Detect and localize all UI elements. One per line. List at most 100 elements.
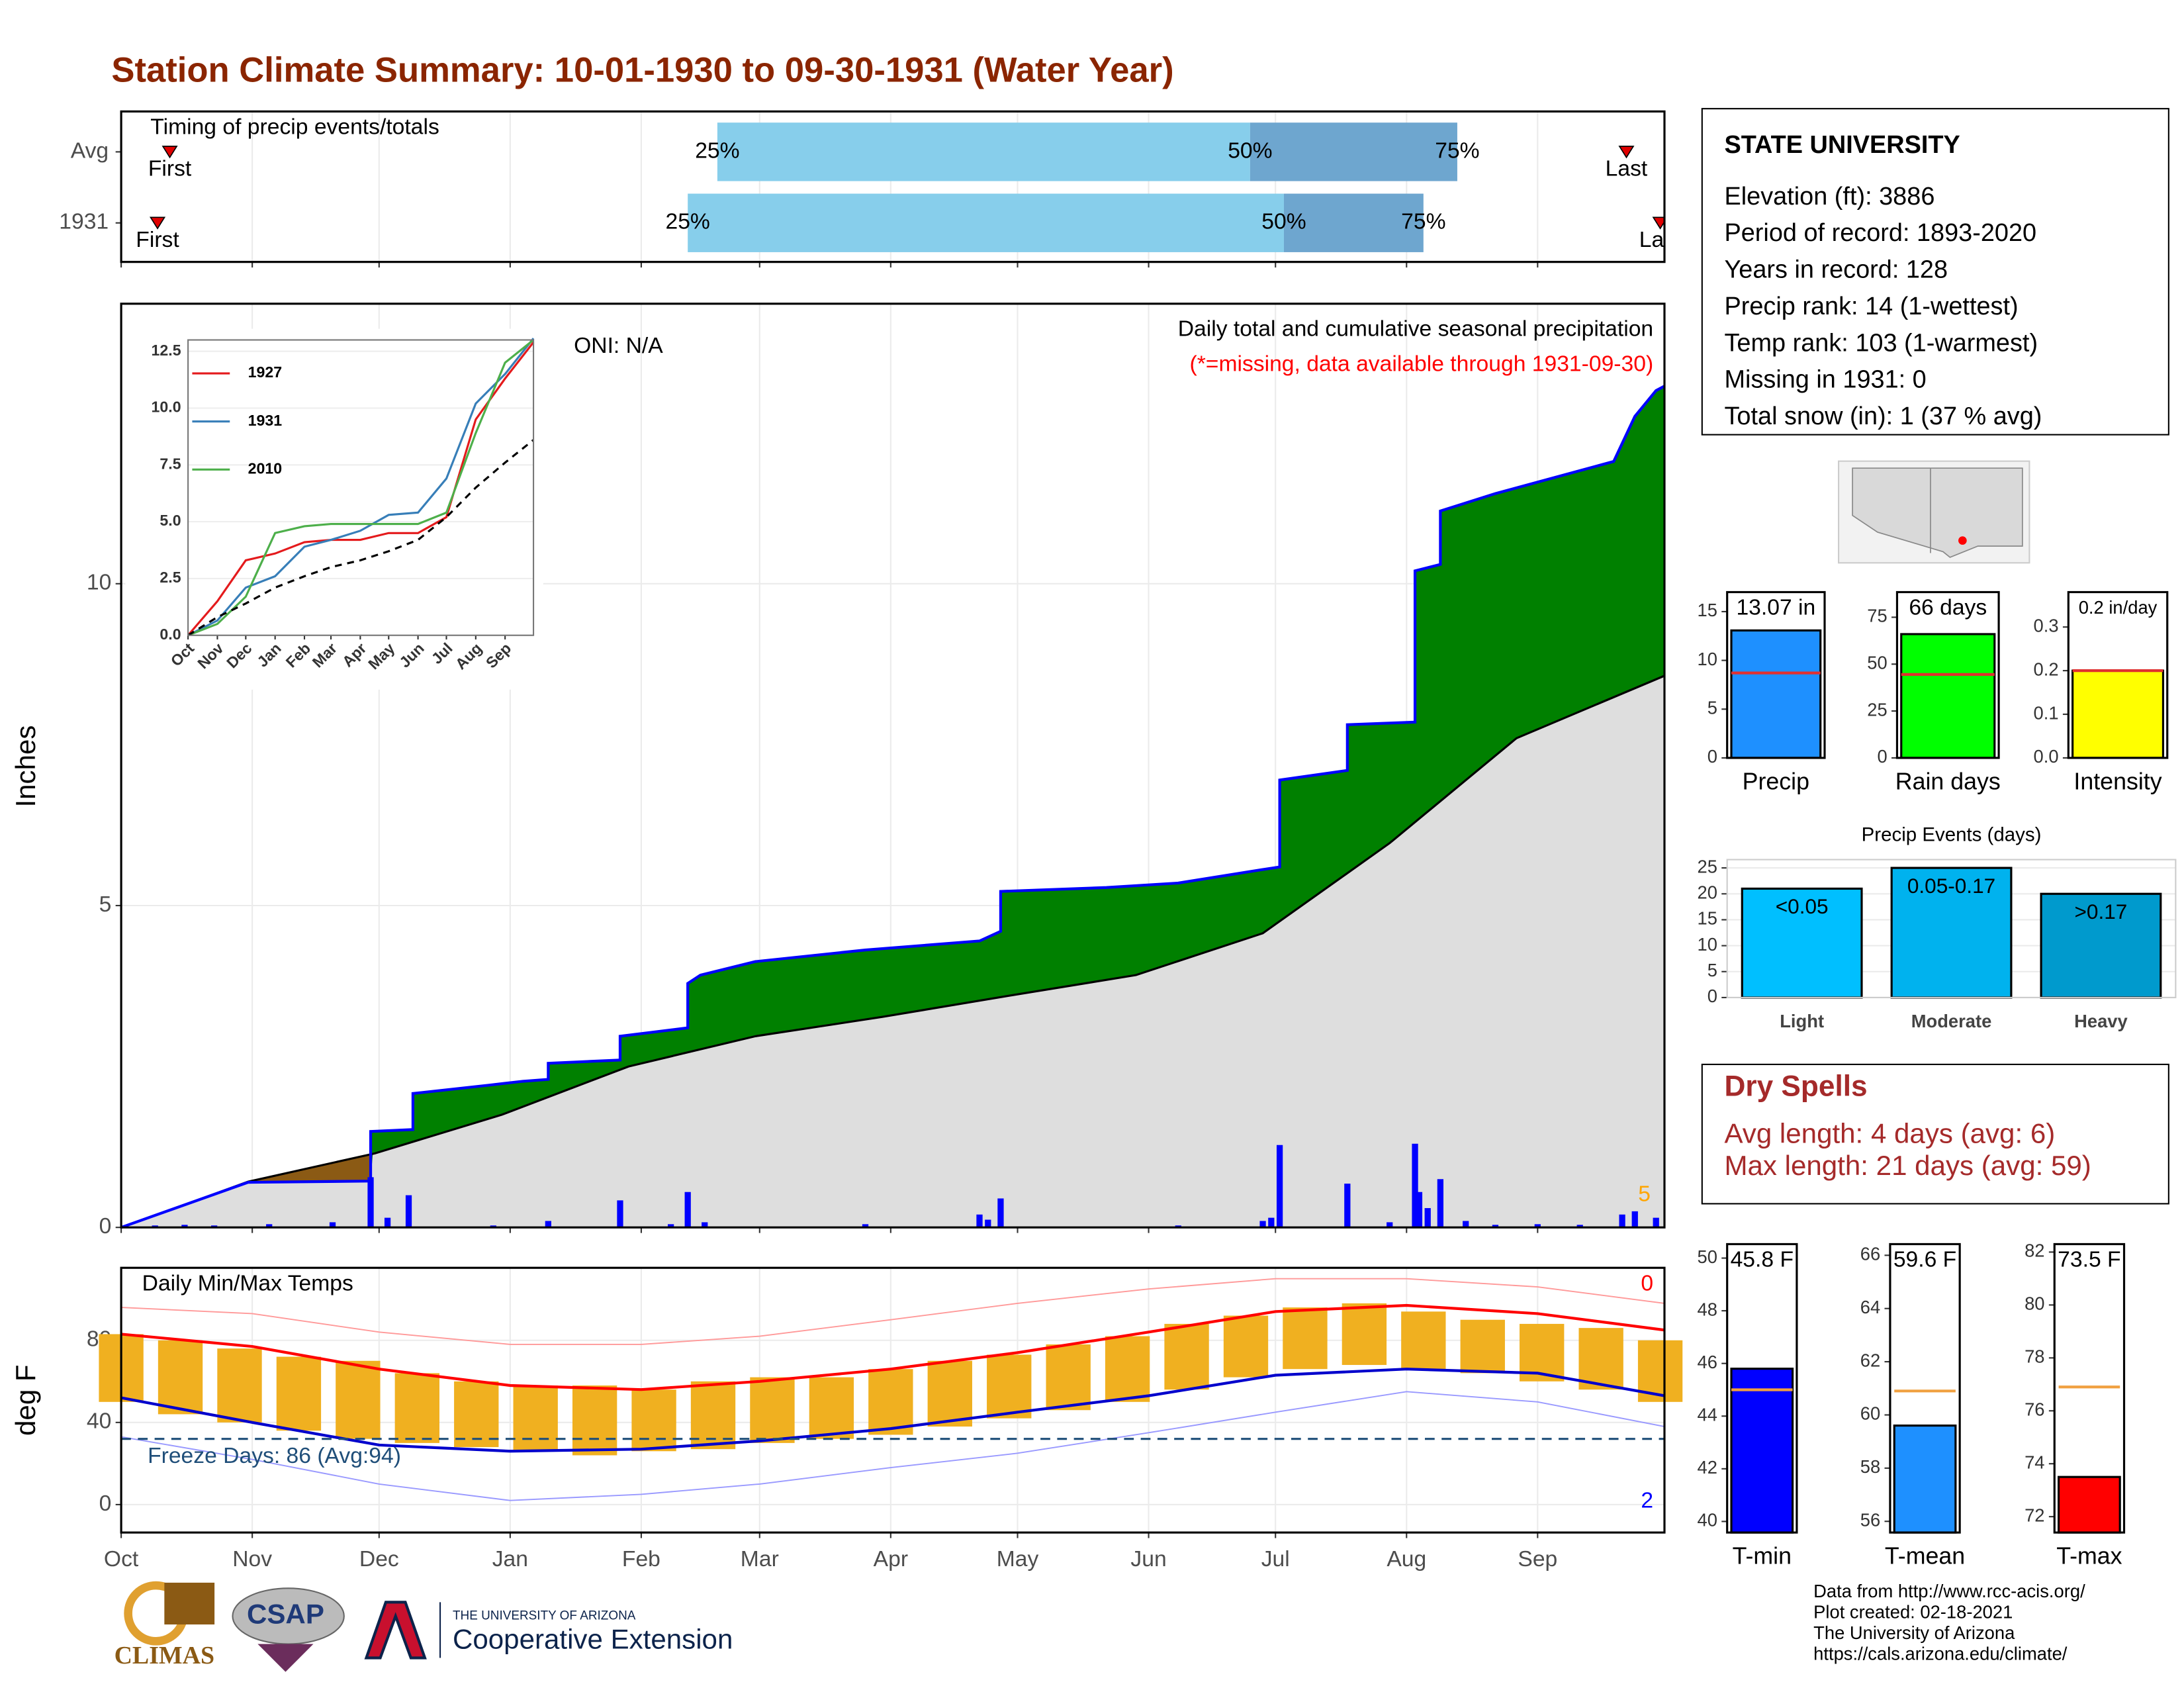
panel-border [2067, 590, 2169, 759]
daily-precip-bar [617, 1200, 623, 1228]
daily-precip-bar [1276, 1145, 1283, 1228]
info-line: Precip rank: 14 (1-wettest) [1724, 293, 2018, 320]
normal-min-line [120, 1368, 1665, 1453]
y-tick-label: 50 [1698, 1246, 1717, 1267]
y-tick-label: 0 [1878, 746, 1888, 767]
value-label: 0.2 in/day [2079, 597, 2158, 618]
y-tick-label: 64 [1860, 1297, 1880, 1317]
daily-temp-bar [1223, 1315, 1269, 1378]
daily-precip-bar [997, 1198, 1004, 1228]
daily-precip-bar [1576, 1225, 1583, 1228]
daily-precip-bar [1534, 1224, 1541, 1228]
y-tick-label: 0.2 [2034, 659, 2059, 679]
bar [1890, 867, 2013, 999]
y-axis-label: Inches [10, 726, 41, 808]
timing-label: 75% [1401, 210, 1445, 234]
inset-background [125, 328, 543, 690]
timing-label: First [148, 157, 192, 181]
legend-label: 1927 [248, 363, 282, 381]
x-tick-label: Aug [1387, 1547, 1426, 1571]
footer-line: Plot created: 02-18-2021 [1813, 1601, 2013, 1622]
legend-label: 2010 [248, 459, 282, 477]
station-dot [1958, 536, 1967, 545]
bar [1900, 633, 1996, 759]
panel-border [2053, 1243, 2126, 1534]
y-tick-label: 78 [2025, 1346, 2044, 1367]
y-tick-label: 10 [87, 571, 111, 595]
ua-logo-text: Cooperative Extension [453, 1623, 733, 1654]
value-label: 45.8 F [1731, 1248, 1794, 1272]
y-tick-label: 12.5 [152, 342, 181, 359]
daily-temp-bar [454, 1381, 499, 1448]
daily-precip-bar [1437, 1179, 1444, 1228]
daily-precip-bar [1619, 1214, 1625, 1228]
y-tick-label: 56 [1860, 1509, 1880, 1530]
daily-temp-bar [1342, 1303, 1387, 1365]
daily-precip-bar [1268, 1217, 1275, 1228]
panel-border [120, 1266, 1666, 1534]
dry-spells-line: Max length: 21 days (avg: 59) [1724, 1150, 2091, 1181]
x-tick-label: Mar [741, 1547, 779, 1571]
daily-temp-bar [1401, 1311, 1446, 1370]
value-label: 59.6 F [1893, 1248, 1956, 1272]
timing-marker [150, 216, 166, 230]
footer-line: Data from http://www.rcc-acis.org/ [1813, 1581, 2085, 1601]
timing-label: 75% [1435, 138, 1479, 163]
x-tick-label: Precip [1743, 768, 1809, 794]
temp-title: Daily Min/Max Temps [142, 1271, 353, 1295]
x-tick-label: Light [1780, 1011, 1824, 1031]
y-tick-label: 76 [2025, 1399, 2044, 1419]
daily-precip-bar [384, 1217, 391, 1228]
y-tick-label: 0.0 [159, 626, 181, 643]
bar [1741, 887, 1863, 999]
x-tick-label: May [997, 1547, 1039, 1571]
station-name: STATE UNIVERSITY [1724, 131, 1960, 159]
map-region [1852, 467, 2023, 558]
y-tick-label: 44 [1698, 1404, 1717, 1425]
dry-spells-title: Dry Spells [1724, 1070, 1867, 1102]
y-tick-label: 5 [1707, 698, 1717, 718]
daily-temp-bar [1046, 1344, 1091, 1411]
daily-precip-bar [1653, 1217, 1659, 1228]
bar [1730, 1368, 1794, 1534]
daily-precip-bar [862, 1224, 869, 1228]
x-tick-label: Oct [104, 1547, 139, 1571]
y-tick-label: 40 [1698, 1510, 1717, 1530]
y-tick-label: 0 [99, 1214, 112, 1239]
footer-line: https://cals.arizona.edu/climate/ [1813, 1644, 2068, 1664]
y-tick-label: 0.3 [2034, 615, 2059, 635]
y-tick-label: 80 [2025, 1293, 2044, 1314]
timing-label: 25% [695, 138, 739, 163]
y-tick-label: 40 [87, 1409, 111, 1434]
value-label: 73.5 F [2058, 1248, 2120, 1272]
x-tick-label: Feb [622, 1547, 660, 1571]
x-tick-label: Jan [492, 1547, 528, 1571]
y-tick-label: 48 [1698, 1299, 1717, 1319]
y-tick-label: 1931 [59, 210, 109, 234]
inset-border [187, 339, 535, 636]
daily-temp-bar [927, 1360, 972, 1427]
x-tick-label: Intensity [2073, 768, 2161, 794]
info-line: Temp rank: 103 (1-warmest) [1724, 329, 2038, 357]
y-tick-label: 20 [1698, 882, 1717, 903]
y-tick-label: 15 [1698, 600, 1717, 620]
logos: CLIMAS CSAP THE UNIVERSITY OF ARIZONA Co… [114, 1581, 733, 1672]
y-tick-label: 50 [1867, 653, 1887, 673]
footer-line: The University of Arizona [1813, 1622, 2015, 1643]
y-tick-label: 10 [1698, 934, 1717, 955]
record-max-line [121, 1278, 1665, 1345]
y-tick-label: 82 [2025, 1241, 2044, 1261]
daily-precip-bar [668, 1224, 674, 1228]
page-title: Station Climate Summary: 10-01-1930 to 0… [111, 50, 1173, 89]
timing-label: 25% [666, 210, 710, 234]
csap-emblem [257, 1644, 314, 1672]
x-tick-label: T-max [2056, 1542, 2122, 1569]
ua-logo-text: THE UNIVERSITY OF ARIZONA [453, 1609, 636, 1622]
timing-bar [717, 122, 1250, 181]
info-box [1701, 108, 2169, 436]
y-tick-label: 46 [1698, 1352, 1717, 1372]
daily-precip-bar [702, 1222, 708, 1228]
x-tick-label: Jun [1130, 1547, 1166, 1571]
daily-precip-bar [1492, 1225, 1499, 1228]
daily-precip-bar [1412, 1143, 1418, 1228]
